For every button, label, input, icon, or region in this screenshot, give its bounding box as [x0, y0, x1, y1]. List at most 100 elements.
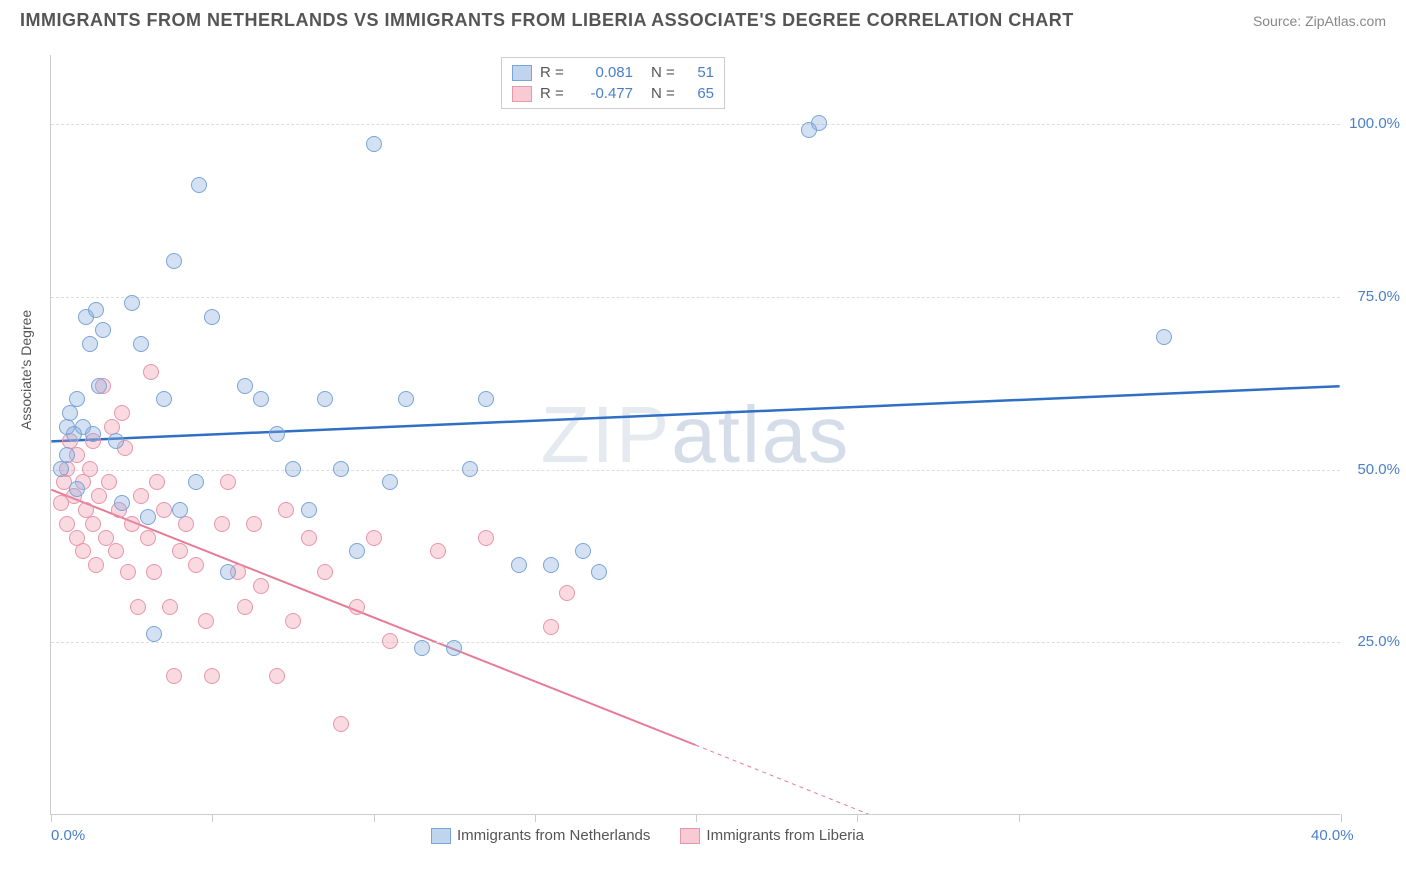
data-point	[478, 530, 494, 546]
x-tick-label: 0.0%	[51, 827, 85, 844]
data-point	[237, 599, 253, 615]
y-tick-label: 75.0%	[1345, 288, 1400, 305]
data-point	[349, 543, 365, 559]
data-point	[333, 716, 349, 732]
data-point	[382, 633, 398, 649]
data-point	[204, 309, 220, 325]
x-tick	[51, 814, 52, 822]
data-point	[69, 481, 85, 497]
data-point	[95, 322, 111, 338]
data-point	[166, 253, 182, 269]
data-point	[220, 564, 236, 580]
data-point	[333, 461, 349, 477]
y-tick-label: 50.0%	[1345, 461, 1400, 478]
legend-label-liberia: Immigrants from Liberia	[706, 827, 864, 844]
data-point	[140, 509, 156, 525]
data-point	[214, 516, 230, 532]
data-point	[237, 378, 253, 394]
data-point	[146, 626, 162, 642]
data-point	[398, 391, 414, 407]
data-point	[188, 474, 204, 490]
data-point	[317, 391, 333, 407]
n-label: N =	[651, 85, 681, 102]
data-point	[91, 378, 107, 394]
data-point	[82, 461, 98, 477]
x-tick	[696, 814, 697, 822]
gridline	[51, 124, 1340, 125]
data-point	[130, 599, 146, 615]
data-point	[166, 668, 182, 684]
data-point	[269, 668, 285, 684]
data-point	[69, 391, 85, 407]
data-point	[204, 668, 220, 684]
data-point	[478, 391, 494, 407]
data-point	[124, 516, 140, 532]
data-point	[172, 543, 188, 559]
data-point	[91, 488, 107, 504]
data-point	[285, 461, 301, 477]
x-tick	[1341, 814, 1342, 822]
x-tick-label: 40.0%	[1311, 827, 1354, 844]
swatch-pink	[512, 86, 532, 102]
legend-label-netherlands: Immigrants from Netherlands	[457, 827, 650, 844]
data-point	[162, 599, 178, 615]
y-tick-label: 25.0%	[1345, 633, 1400, 650]
data-point	[120, 564, 136, 580]
data-point	[285, 613, 301, 629]
legend-item-netherlands: Immigrants from Netherlands	[431, 827, 650, 844]
data-point	[114, 405, 130, 421]
data-point	[156, 391, 172, 407]
data-point	[124, 295, 140, 311]
data-point	[133, 488, 149, 504]
trend-lines	[51, 55, 1340, 814]
data-point	[543, 619, 559, 635]
chart-plot-area: ZIPatlas R = 0.081 N = 51 R = -0.477 N =…	[50, 55, 1340, 815]
data-point	[462, 461, 478, 477]
r-value-netherlands: 0.081	[578, 64, 633, 81]
data-point	[149, 474, 165, 490]
legend-row-liberia: R = -0.477 N = 65	[512, 83, 714, 104]
x-tick	[535, 814, 536, 822]
y-tick-label: 100.0%	[1345, 115, 1400, 132]
y-axis-label: Associate's Degree	[18, 310, 34, 430]
n-value-netherlands: 51	[689, 64, 714, 81]
n-value-liberia: 65	[689, 85, 714, 102]
r-value-liberia: -0.477	[578, 85, 633, 102]
swatch-blue	[431, 828, 451, 844]
data-point	[82, 336, 98, 352]
swatch-blue	[512, 65, 532, 81]
r-label: R =	[540, 64, 570, 81]
data-point	[188, 557, 204, 573]
data-point	[53, 461, 69, 477]
data-point	[85, 516, 101, 532]
data-point	[366, 530, 382, 546]
data-point	[156, 502, 172, 518]
source-text: Source: ZipAtlas.com	[1253, 13, 1386, 29]
data-point	[278, 502, 294, 518]
data-point	[253, 391, 269, 407]
data-point	[414, 640, 430, 656]
data-point	[446, 640, 462, 656]
data-point	[198, 613, 214, 629]
data-point	[146, 564, 162, 580]
data-point	[88, 557, 104, 573]
data-point	[349, 599, 365, 615]
data-point	[253, 578, 269, 594]
gridline	[51, 470, 1340, 471]
data-point	[543, 557, 559, 573]
gridline	[51, 297, 1340, 298]
data-point	[140, 530, 156, 546]
legend-item-liberia: Immigrants from Liberia	[680, 827, 864, 844]
data-point	[511, 557, 527, 573]
data-point	[114, 495, 130, 511]
data-point	[172, 502, 188, 518]
data-point	[133, 336, 149, 352]
r-label: R =	[540, 85, 570, 102]
n-label: N =	[651, 64, 681, 81]
series-legend: Immigrants from Netherlands Immigrants f…	[431, 827, 864, 844]
data-point	[59, 447, 75, 463]
gridline	[51, 642, 1340, 643]
data-point	[178, 516, 194, 532]
data-point	[1156, 329, 1172, 345]
chart-title: IMMIGRANTS FROM NETHERLANDS VS IMMIGRANT…	[20, 10, 1074, 31]
